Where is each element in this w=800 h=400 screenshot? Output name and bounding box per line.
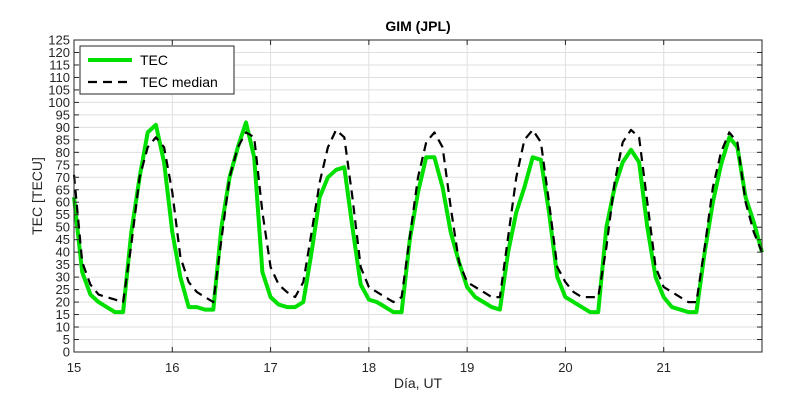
y-tick-label: 5	[63, 332, 70, 347]
legend: TEC TEC median	[79, 45, 235, 95]
x-tick-label: 15	[67, 360, 81, 375]
y-tick-label: 80	[56, 145, 70, 160]
series-lines	[72, 120, 764, 315]
y-tick-label: 100	[48, 95, 70, 110]
y-axis-label: TEC [TECU]	[29, 157, 45, 235]
y-tick-label: 35	[56, 257, 70, 272]
y-tick-label: 20	[56, 295, 70, 310]
y-tick-label: 70	[56, 170, 70, 185]
y-tick-label: 25	[56, 282, 70, 297]
y-tick-label: 0	[63, 345, 70, 360]
x-tick-label: 20	[558, 360, 572, 375]
y-tick-label: 105	[48, 82, 70, 97]
series-line-tec-median	[72, 128, 764, 304]
y-tick-label: 40	[56, 245, 70, 260]
axis-ticks: 0510152025303540455055606570758085909510…	[48, 33, 762, 375]
y-tick-label: 90	[56, 120, 70, 135]
series-line-tec	[72, 120, 764, 315]
legend-label-tec-median: TEC median	[140, 74, 218, 90]
x-tick-label: 19	[460, 360, 474, 375]
y-tick-label: 85	[56, 132, 70, 147]
y-tick-label: 45	[56, 232, 70, 247]
y-tick-label: 15	[56, 307, 70, 322]
x-tick-label: 18	[362, 360, 376, 375]
x-tick-label: 17	[263, 360, 277, 375]
y-tick-label: 10	[56, 320, 70, 335]
y-tick-label: 125	[48, 33, 70, 48]
y-tick-label: 110	[49, 70, 70, 85]
y-tick-label: 75	[56, 157, 70, 172]
y-tick-label: 55	[56, 207, 70, 222]
y-tick-label: 60	[56, 195, 70, 210]
y-tick-label: 115	[49, 57, 70, 72]
legend-box	[79, 45, 235, 95]
y-tick-label: 50	[56, 220, 70, 235]
legend-label-tec: TEC	[140, 52, 168, 68]
x-tick-label: 21	[656, 360, 670, 375]
x-tick-label: 16	[165, 360, 179, 375]
y-tick-label: 95	[56, 107, 70, 122]
y-tick-label: 65	[56, 182, 70, 197]
plot-frame	[73, 39, 763, 353]
y-tick-label: 30	[56, 270, 70, 285]
x-axis-label: Día, UT	[394, 375, 443, 391]
chart-title: GIM (JPL)	[385, 18, 450, 34]
y-tick-label: 120	[48, 45, 70, 60]
